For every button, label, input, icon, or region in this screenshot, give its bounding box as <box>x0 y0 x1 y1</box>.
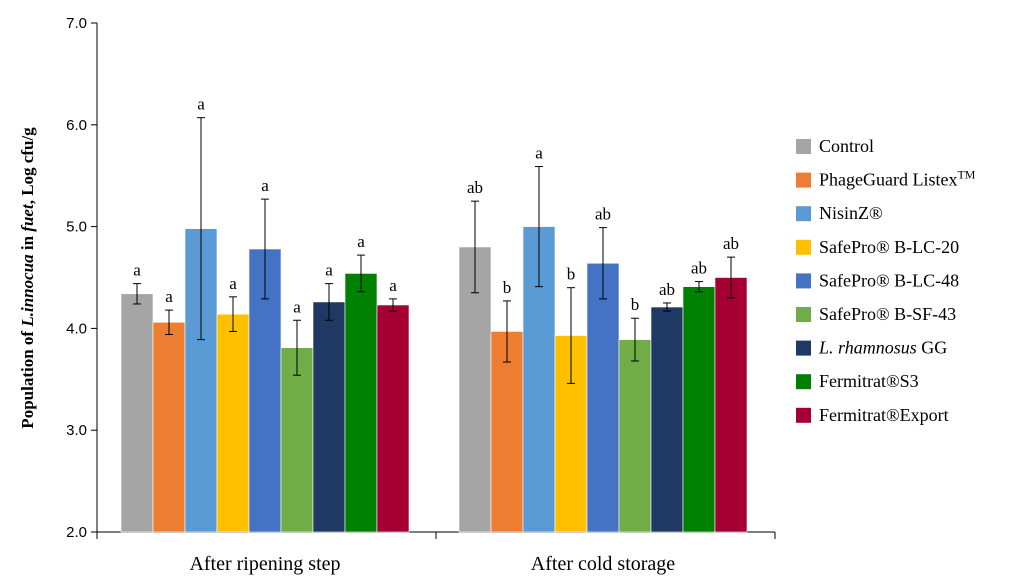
y-axis-label: Population of L.innocua in fuet, Log cfu… <box>18 127 37 429</box>
legend-label: L. rhamnosus GG <box>818 338 947 358</box>
y-axis-label-part: Population of <box>18 327 37 429</box>
legend-label: NisinZ® <box>819 203 883 223</box>
legend-swatch <box>796 374 811 390</box>
y-tick-label: 5.0 <box>66 219 87 236</box>
significance-label: b <box>631 295 640 314</box>
legend-label-text: PhageGuard Listex <box>819 170 957 190</box>
significance-label: a <box>389 276 397 295</box>
legend-label-text: Fermitrat®S3 <box>819 371 919 391</box>
legend-label-text: Fermitrat®Export <box>819 405 949 425</box>
bar <box>714 277 748 533</box>
legend-label-text: SafePro® B-LC-48 <box>819 270 959 290</box>
legend-swatch <box>796 340 811 356</box>
y-tick-label: 7.0 <box>66 15 87 32</box>
legend-label-text: L. rhamnosus <box>818 338 917 358</box>
legend-label: Fermitrat®Export <box>819 405 949 425</box>
significance-label: b <box>503 278 512 297</box>
bar <box>120 293 154 533</box>
legend-label-text: SafePro® B-LC-20 <box>819 237 959 257</box>
significance-label: a <box>133 261 141 280</box>
significance-label: a <box>261 176 269 195</box>
axes: 2.0 3.0 4.0 5.0 6.0 7.0 After ripening step Aft… <box>66 15 776 575</box>
y-tick-label: 4.0 <box>66 320 87 337</box>
bar <box>618 339 652 533</box>
y-axis-label-part: in <box>18 232 37 255</box>
legend-label: SafePro® B-SF-43 <box>819 304 956 324</box>
bar <box>280 347 314 533</box>
legend-swatch <box>796 139 811 154</box>
significance-label: a <box>197 95 205 114</box>
y-tick-label: 3.0 <box>66 422 87 439</box>
legend-swatch <box>796 273 811 289</box>
legend-label: Fermitrat®S3 <box>819 371 919 391</box>
legend: Control PhageGuard ListexTM NisinZ® SafePro… <box>796 136 976 425</box>
y-tick-label: 2.0 <box>66 524 87 541</box>
bar <box>376 304 410 533</box>
significance-label: a <box>229 274 237 293</box>
x-category-label: After ripening step <box>189 553 340 575</box>
legend-swatch <box>796 206 811 222</box>
y-axis-title: Population of L.innocua in fuet, Log cfu… <box>18 127 37 429</box>
significance-label: ab <box>691 259 707 278</box>
bar <box>344 273 378 533</box>
y-tick-label: 6.0 <box>66 117 87 134</box>
legend-label-text: SafePro® B-SF-43 <box>819 304 956 324</box>
significance-label: a <box>293 297 301 316</box>
legend-swatch <box>796 407 811 423</box>
bar <box>152 321 186 533</box>
significance-label: a <box>535 144 543 163</box>
legend-label-superscript: TM <box>957 168 975 182</box>
significance-label: ab <box>595 205 611 224</box>
legend-label-text: Control <box>819 136 874 156</box>
significance-label: a <box>165 287 173 306</box>
significance-label: b <box>567 265 576 284</box>
significance-label: ab <box>723 234 739 253</box>
legend-label: PhageGuard ListexTM <box>819 168 976 190</box>
legend-label: SafePro® B-LC-20 <box>819 237 959 257</box>
bar <box>312 301 346 533</box>
significance-label: ab <box>467 178 483 197</box>
bar <box>682 286 716 533</box>
bar <box>586 262 620 533</box>
bar <box>650 306 684 533</box>
y-axis-label-part: fuet <box>18 203 37 232</box>
legend-swatch <box>796 307 811 322</box>
significance-label: ab <box>659 280 675 299</box>
y-axis-label-part: L.innocua <box>18 254 37 328</box>
significance-label: a <box>357 232 365 251</box>
legend-swatch <box>796 239 811 255</box>
significance-label: a <box>325 261 333 280</box>
bar <box>490 331 524 533</box>
legend-label-text: GG <box>917 338 948 358</box>
bar <box>216 313 250 533</box>
legend-swatch <box>796 172 811 188</box>
legend-label: SafePro® B-LC-48 <box>819 270 959 290</box>
legend-label: Control <box>819 136 874 156</box>
legend-label-text: NisinZ® <box>819 203 883 223</box>
x-category-label: After cold storage <box>531 553 676 575</box>
y-axis-label-part: , Log cfu/g <box>18 127 37 204</box>
